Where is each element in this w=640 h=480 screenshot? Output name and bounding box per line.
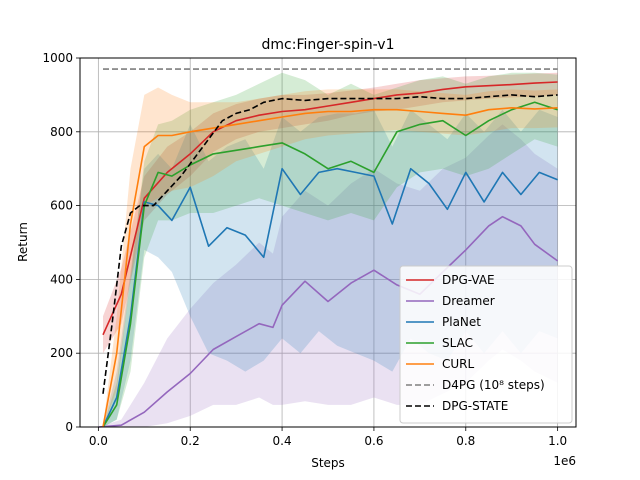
legend-label-planet: PlaNet xyxy=(442,315,481,329)
y-tick-label-2: 400 xyxy=(50,272,73,286)
series-lines xyxy=(98,68,559,428)
y-tick-label-1: 200 xyxy=(50,346,73,360)
y-tick-label-5: 1000 xyxy=(42,51,73,65)
y-tick-label-3: 600 xyxy=(50,199,73,213)
chart-title: dmc:Finger-spin-v1 xyxy=(262,37,395,53)
y-tick-label-0: 0 xyxy=(65,420,73,434)
line-dpg-vae xyxy=(102,81,558,336)
line-dpg-state xyxy=(102,94,558,394)
y-tick-label-4: 800 xyxy=(50,125,73,139)
y-axis-ticks: 0 200 400 600 800 1000 xyxy=(42,51,80,434)
legend-label-dpg-vae: DPG-VAE xyxy=(442,273,495,287)
x-tick-label-3: 0.6 xyxy=(364,434,383,448)
plot-frame xyxy=(79,57,577,428)
legend-label-slac: SLAC xyxy=(442,336,473,350)
y-axis-label: Return xyxy=(16,222,30,262)
legend: DPG-VAE Dreamer PlaNet SLAC CURL D4PG (10⁸ st… xyxy=(399,265,573,424)
band-slac xyxy=(103,72,558,428)
x-tick-label-1: 0.2 xyxy=(181,434,200,448)
line-curl xyxy=(102,107,558,428)
x-axis-offset-label: 1e6 xyxy=(553,454,576,468)
x-tick-label-5: 1.0 xyxy=(548,434,567,448)
legend-label-curl: CURL xyxy=(442,357,475,371)
x-tick-label-2: 0.4 xyxy=(273,434,292,448)
x-tick-label-0: 0.0 xyxy=(89,434,108,448)
legend-label-dreamer: Dreamer xyxy=(442,294,495,308)
x-tick-label-4: 0.8 xyxy=(456,434,475,448)
band-dpg-vae xyxy=(103,72,558,354)
line-planet xyxy=(102,167,558,428)
x-axis-ticks: 0.0 0.2 0.4 0.6 0.8 1.0 xyxy=(89,427,567,448)
legend-label-dpg-state: DPG-STATE xyxy=(442,399,508,413)
band-curl xyxy=(103,87,558,427)
x-axis-label: Steps xyxy=(311,456,345,470)
legend-box xyxy=(399,265,573,424)
line-dreamer xyxy=(98,215,559,428)
line-slac xyxy=(102,101,558,428)
legend-label-d4pg-10-steps: D4PG (10⁸ steps) xyxy=(442,378,545,392)
